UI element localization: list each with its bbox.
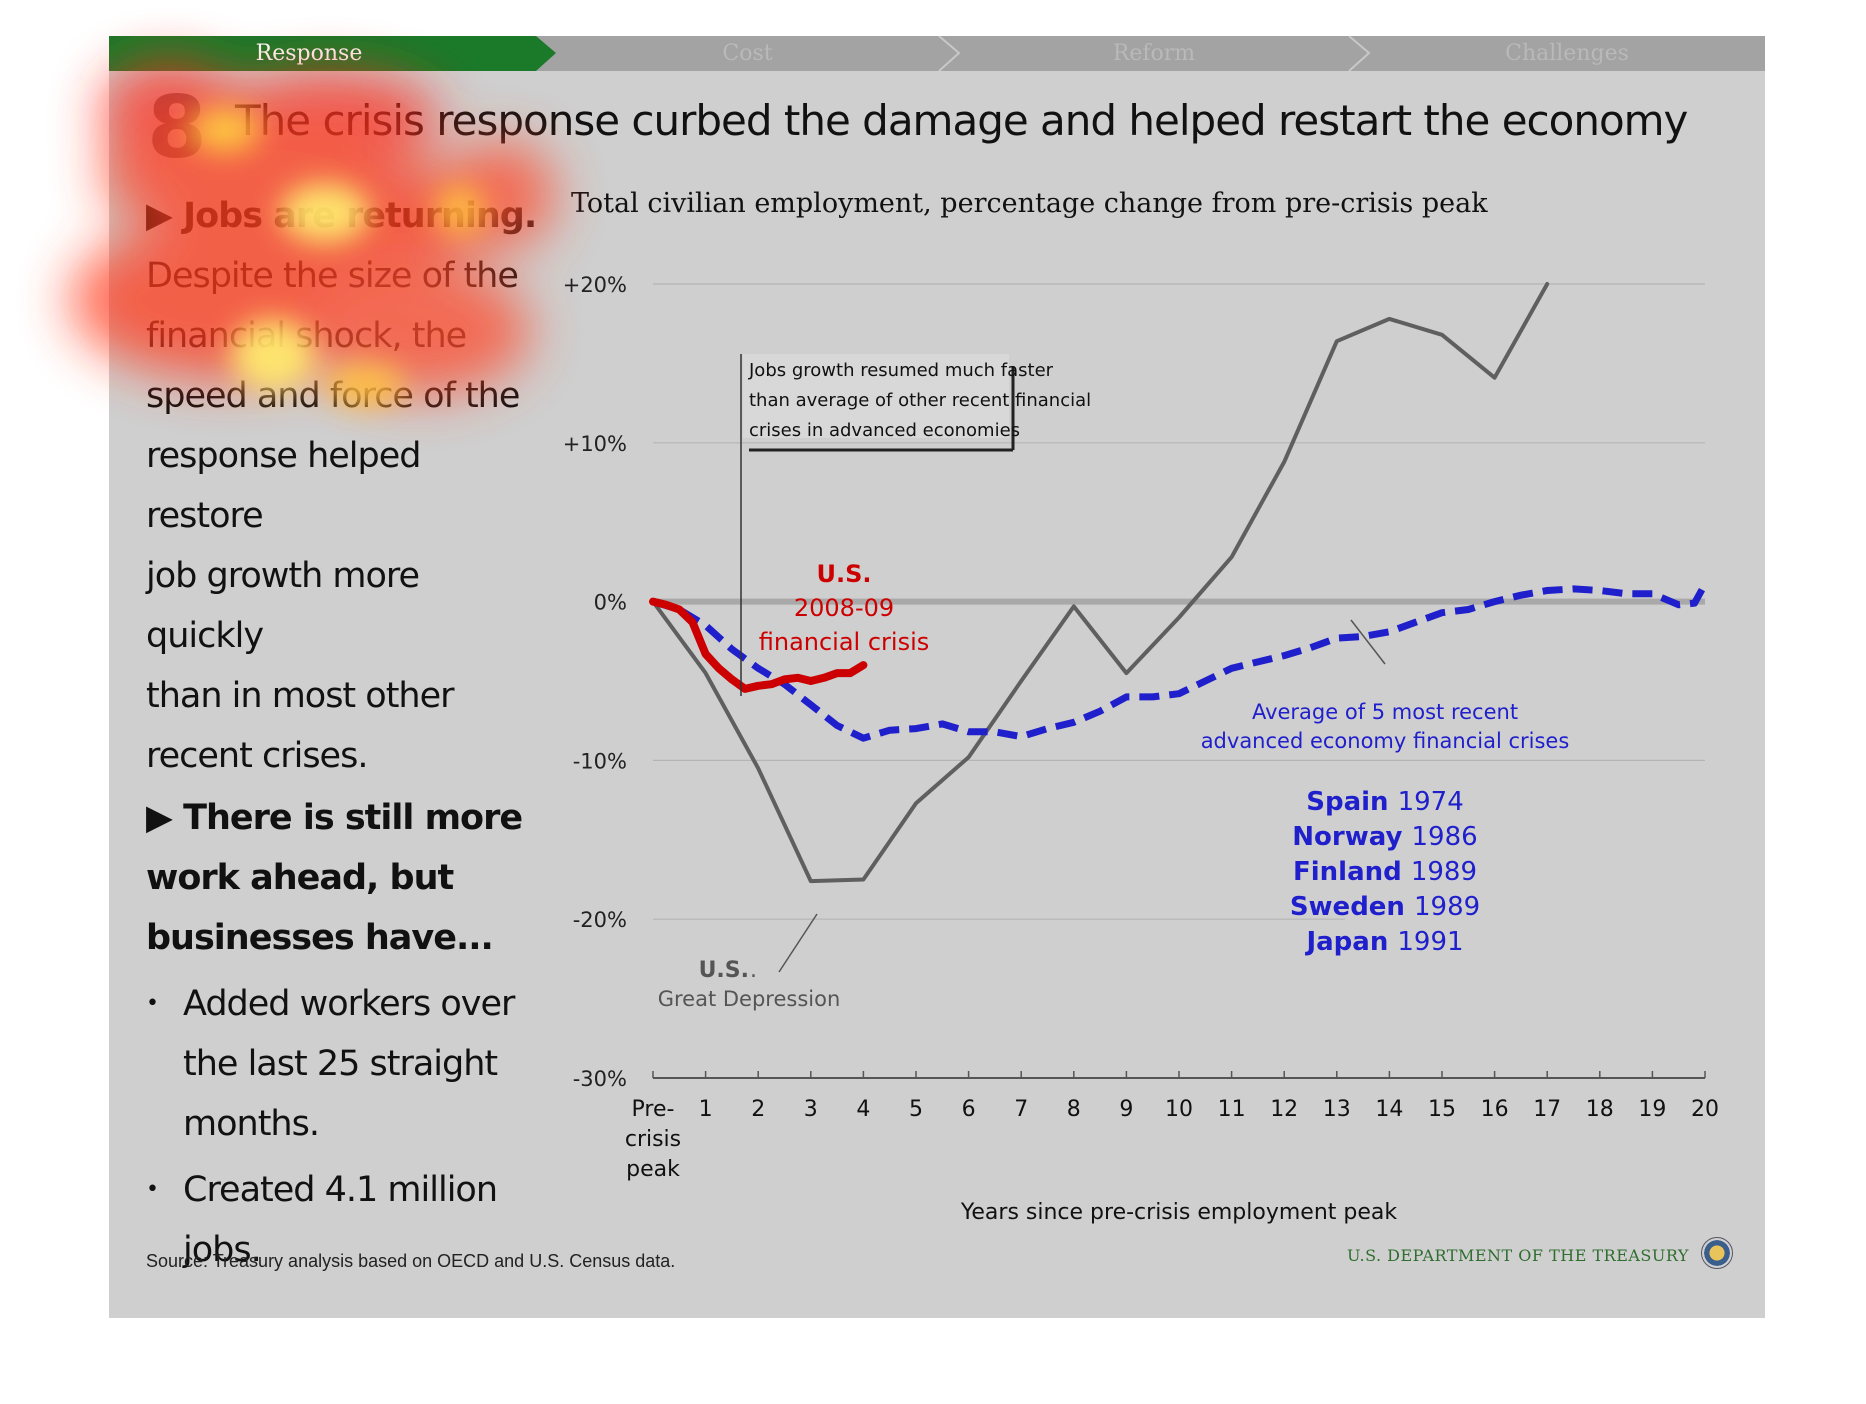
x-tick-label: 14 — [1375, 1097, 1403, 1122]
x-tick-label: Pre- — [632, 1097, 675, 1122]
bullet-created-jobs: • Created 4.1 million jobs. — [146, 1160, 546, 1280]
body-line: job growth more quickly — [146, 556, 420, 656]
country-entry: Finland 1989 — [1293, 857, 1477, 887]
x-tick-label: 20 — [1691, 1097, 1719, 1122]
heading-line: There is still more — [183, 798, 523, 838]
x-tick-label: 2 — [751, 1097, 765, 1122]
bullet-line: months. — [183, 1104, 320, 1144]
x-tick-label: 6 — [962, 1097, 976, 1122]
bullet-added-workers: • Added workers over the last 25 straigh… — [146, 974, 546, 1154]
label-average: advanced economy financial crises — [1201, 729, 1570, 753]
country-year: 1986 — [1412, 822, 1478, 852]
series-line-us-2008 — [649, 597, 868, 693]
x-tick-label: 10 — [1165, 1097, 1193, 1122]
label-average: Average of 5 most recent — [1252, 700, 1518, 724]
x-tick-label: 11 — [1218, 1097, 1246, 1122]
y-tick-label: -20% — [573, 908, 627, 932]
y-tick-label: -30% — [573, 1067, 627, 1091]
x-tick-label: 8 — [1067, 1097, 1081, 1122]
page-title: The crisis response curbed the damage an… — [235, 96, 1688, 145]
callout-text: Jobs growth resumed much faster — [748, 360, 1054, 381]
tab-reform[interactable]: Reform — [1112, 41, 1196, 66]
source-note: Source: Treasury analysis based on OECD … — [146, 1251, 676, 1271]
callout-text: crises in advanced economies — [749, 420, 1020, 441]
x-tick-label: peak — [626, 1157, 680, 1182]
label-us-2008: 2008-09 — [794, 594, 894, 622]
x-tick-label: 4 — [856, 1097, 870, 1122]
x-tick-label: 19 — [1638, 1097, 1666, 1122]
label-depression: Great Depression — [658, 987, 841, 1011]
country-year: 1989 — [1414, 892, 1480, 922]
bullet-dot: • — [146, 991, 159, 1016]
heading-line: work ahead, but — [146, 858, 454, 898]
series-line-average — [651, 582, 1709, 742]
y-tick-label: 0% — [594, 591, 627, 615]
x-tick-label: 18 — [1586, 1097, 1614, 1122]
nav-separator-2 — [1348, 36, 1371, 71]
callout-text: than average of other recent financial — [749, 390, 1091, 411]
slide: Response Cost Reform Challenges 8 The cr… — [109, 36, 1765, 1318]
label-depression-us: U.S. — [699, 958, 749, 983]
depression-leader-line — [778, 913, 818, 973]
country-year: 1974 — [1398, 787, 1464, 817]
y-tick-label: +20% — [563, 273, 627, 297]
x-tick-label: crisis — [625, 1127, 681, 1152]
callout-box — [743, 354, 1009, 438]
tab-cost[interactable]: Cost — [722, 41, 773, 66]
tab-response[interactable]: Response — [255, 41, 363, 66]
country-year: 1989 — [1411, 857, 1477, 887]
country-entry: Spain 1974 — [1306, 787, 1464, 817]
body-line: recent crises. — [146, 736, 368, 776]
country-entry: Sweden 1989 — [1290, 892, 1480, 922]
y-tick-label: +10% — [563, 432, 627, 456]
body-line: than in most other — [146, 676, 455, 716]
heading-more-work: ▶ There is still more work ahead, but bu… — [146, 788, 546, 968]
bullet-line: the last 25 straight — [183, 1044, 498, 1084]
body-line: response helped restore — [146, 436, 422, 536]
y-tick-label: -10% — [573, 749, 627, 773]
section-nav: Response Cost Reform Challenges — [109, 36, 1765, 71]
treasury-org-name: U.S. DEPARTMENT OF THE TREASURY — [1347, 1246, 1689, 1265]
x-tick-label: 12 — [1270, 1097, 1298, 1122]
x-tick-label: 16 — [1481, 1097, 1509, 1122]
country-name: Finland — [1293, 857, 1411, 887]
label-depression-dot: . — [750, 958, 757, 983]
bullet-line: jobs. — [183, 1230, 262, 1270]
play-arrow-icon: ▶ — [146, 798, 173, 838]
x-tick-label: 1 — [699, 1097, 713, 1122]
x-tick-label: 9 — [1119, 1097, 1133, 1122]
x-tick-label: 3 — [804, 1097, 818, 1122]
series-line-depression — [651, 282, 1550, 884]
country-name: Sweden — [1290, 892, 1414, 922]
heading-line: businesses have... — [146, 918, 494, 958]
label-us-2008: U.S. — [816, 560, 871, 588]
x-tick-label: 13 — [1323, 1097, 1351, 1122]
country-name: Norway — [1292, 822, 1411, 852]
country-name: Japan — [1304, 927, 1397, 957]
chart-title: Total civilian employment, percentage ch… — [571, 188, 1488, 219]
bullet-line: Added workers over — [183, 984, 515, 1024]
label-us-2008: financial crisis — [759, 628, 930, 656]
x-axis-title: Years since pre-crisis employment peak — [960, 1200, 1397, 1225]
country-name: Spain — [1306, 787, 1397, 817]
treasury-seal-icon — [1701, 1237, 1733, 1269]
x-tick-label: 15 — [1428, 1097, 1456, 1122]
country-year: 1991 — [1397, 927, 1463, 957]
country-entry: Japan 1991 — [1304, 927, 1463, 957]
x-tick-label: 17 — [1533, 1097, 1561, 1122]
x-tick-label: 5 — [909, 1097, 923, 1122]
nav-separator-1 — [938, 36, 961, 71]
x-tick-label: 7 — [1014, 1097, 1028, 1122]
bullet-line: Created 4.1 million — [183, 1170, 498, 1210]
bullet-dot: • — [146, 1177, 159, 1202]
country-entry: Norway 1986 — [1292, 822, 1477, 852]
tab-challenges[interactable]: Challenges — [1505, 41, 1629, 66]
average-leader-line — [1350, 619, 1386, 665]
